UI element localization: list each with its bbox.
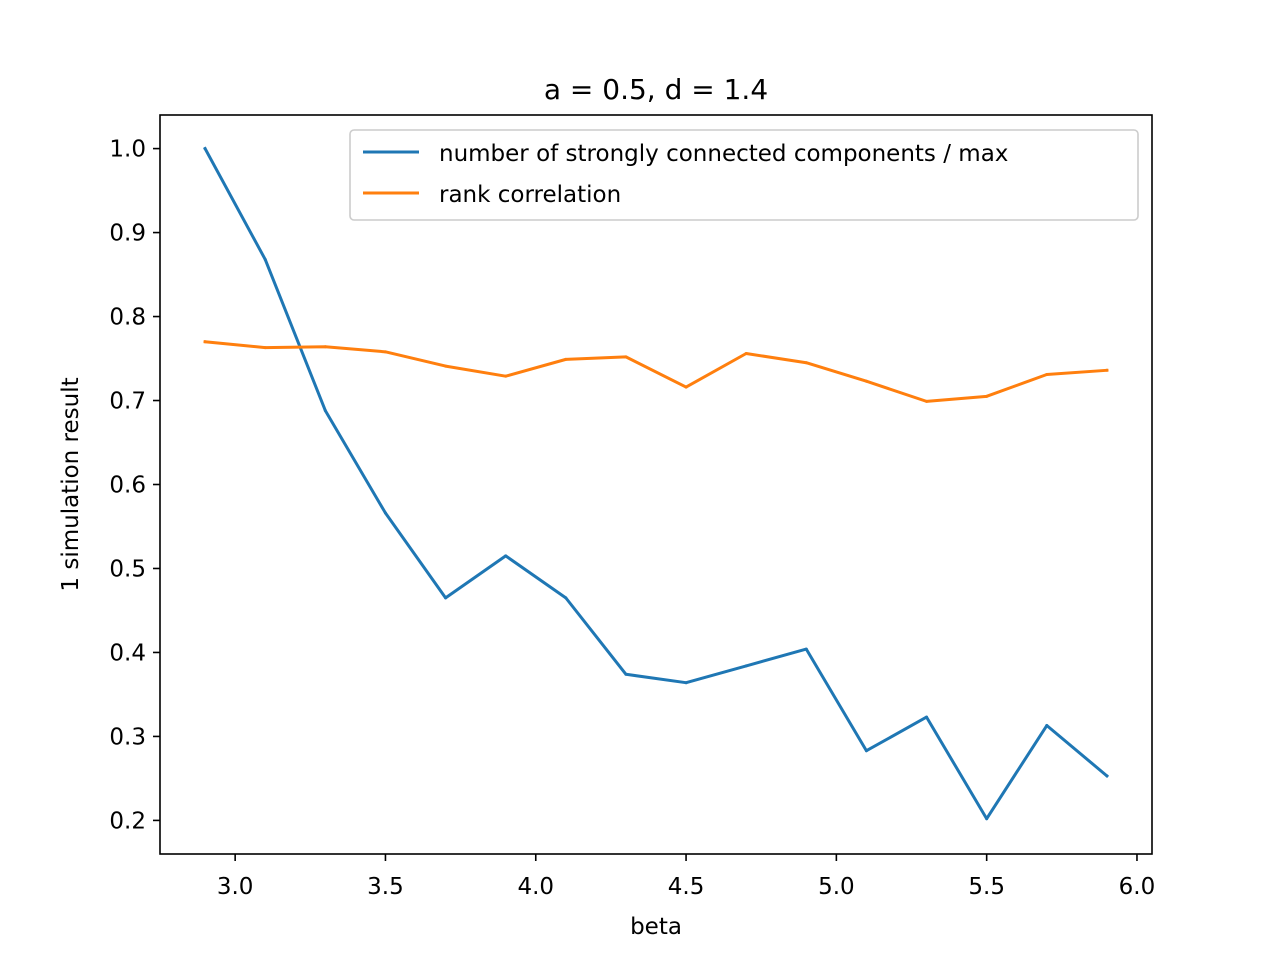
series-layer: [203, 146, 1110, 821]
chart-title: a = 0.5, d = 1.4: [544, 73, 768, 106]
series-2-point: [444, 364, 448, 368]
series-1-point: [203, 147, 207, 151]
x-axis-ticks: 3.0 3.5 4.0 4.5 5.0 5.5 6.0: [217, 854, 1155, 900]
legend-label-series-1: number of strongly connected components …: [439, 141, 1008, 167]
y-axis-ticks: 0.2 0.3 0.4 0.5 0.6 0.7 0.8 0.9 1.0: [109, 137, 160, 834]
series-1-point: [323, 409, 327, 413]
y-tick-label: 0.3: [109, 724, 146, 750]
series-1-point: [804, 647, 808, 651]
y-tick-label: 0.8: [109, 305, 146, 331]
series-1-point: [985, 817, 989, 821]
series-2-point: [1045, 372, 1049, 376]
series-1-point: [1105, 774, 1109, 778]
x-tick-label: 4.5: [668, 874, 705, 900]
series-1-point: [1045, 724, 1049, 728]
x-tick-label: 5.0: [818, 874, 855, 900]
y-tick-label: 0.2: [109, 808, 146, 834]
plot-area: [160, 115, 1152, 854]
series-2-point: [504, 374, 508, 378]
series-2-point: [925, 399, 929, 403]
series-2-point: [203, 340, 207, 344]
y-tick-label: 0.4: [109, 640, 146, 666]
series-1-point: [925, 715, 929, 719]
series-2-point: [564, 357, 568, 361]
series-1-point: [383, 511, 387, 515]
y-tick-label: 0.7: [109, 389, 146, 415]
y-axis-label: 1 simulation result: [58, 377, 84, 591]
legend: number of strongly connected components …: [349, 129, 1139, 221]
series-1-point: [444, 596, 448, 600]
x-axis-label: beta: [630, 914, 682, 940]
series-1-point: [564, 596, 568, 600]
series-line-2: [203, 340, 1109, 403]
x-tick-label: 3.0: [217, 874, 254, 900]
series-2-point: [624, 355, 628, 359]
series-2-point: [744, 352, 748, 355]
series-1-point: [504, 554, 508, 558]
y-tick-label: 0.6: [109, 473, 146, 499]
x-tick-label: 4.0: [517, 874, 554, 900]
legend-box: [349, 129, 1139, 221]
series-2-point: [323, 345, 327, 349]
series-2-point: [383, 350, 387, 354]
series-2-point: [263, 346, 267, 350]
series-1-point: [744, 664, 748, 668]
series-2-point: [804, 361, 808, 365]
legend-label-series-2: rank correlation: [439, 182, 621, 208]
series-1-point: [864, 749, 868, 753]
x-tick-label: 6.0: [1119, 874, 1156, 900]
y-tick-label: 1.0: [109, 137, 146, 163]
series-2-point: [1105, 368, 1109, 372]
series-1-point: [624, 672, 628, 676]
y-tick-label: 0.9: [109, 221, 146, 247]
series-1-point: [263, 257, 267, 261]
series-2-point: [684, 385, 688, 389]
x-tick-label: 5.5: [968, 874, 1005, 900]
series-2-point: [864, 379, 868, 383]
y-tick-label: 0.5: [109, 556, 146, 582]
series-2-point: [985, 394, 989, 398]
x-tick-label: 3.5: [367, 874, 404, 900]
series-1-point: [684, 681, 688, 685]
series-line-1: [203, 146, 1110, 821]
